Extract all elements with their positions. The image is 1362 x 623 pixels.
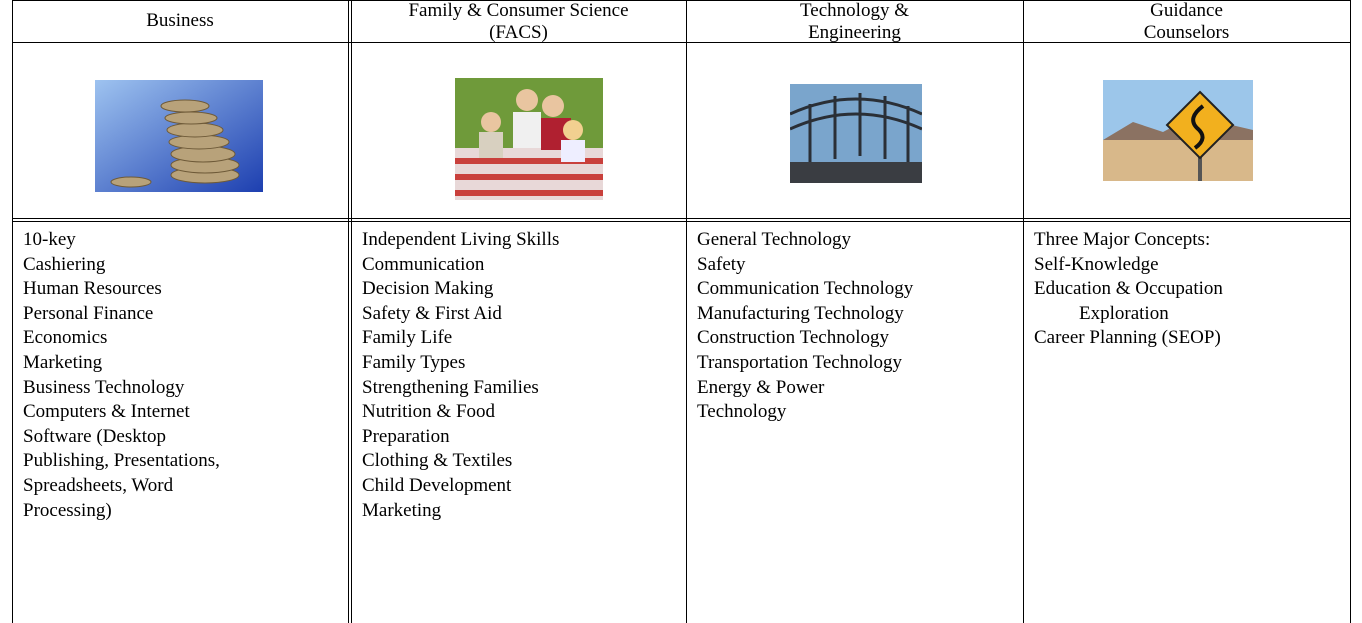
item-list: Three Major Concepts: Self-Knowledge Educa…	[1034, 228, 1223, 351]
column-header: Technology & Engineering	[686, 0, 1023, 43]
road-sign-image	[1103, 80, 1253, 181]
bridge-image	[790, 84, 922, 183]
list-item: Technology	[697, 401, 787, 423]
column-header: Guidance Counselors	[1023, 0, 1350, 43]
list-item: Energy & Power	[697, 376, 825, 398]
list-item: Safety & First Aid	[362, 302, 502, 324]
header-line: Engineering	[808, 22, 901, 43]
list-item: Education & Occupation	[1034, 278, 1223, 300]
column-header: Family & Consumer Science (FACS)	[351, 0, 686, 43]
header-line: Family & Consumer Science	[408, 0, 629, 21]
list-item: Communication Technology	[697, 278, 914, 300]
list-item: Family Life	[362, 327, 453, 349]
list-item: Marketing	[23, 351, 103, 373]
border	[686, 0, 687, 623]
item-list: Independent Living Skills Communication De…	[362, 228, 559, 523]
list-item: Three Major Concepts:	[1034, 229, 1211, 250]
list-item: Processing)	[23, 499, 112, 521]
list-item: Family Types	[362, 351, 466, 373]
list-item: Human Resources	[23, 278, 162, 300]
coins-image	[95, 80, 263, 192]
border	[1350, 0, 1351, 623]
list-item: Clothing & Textiles	[362, 450, 513, 472]
list-item: Publishing, Presentations,	[23, 450, 220, 472]
border	[351, 0, 352, 623]
list-item: Software (Desktop	[23, 425, 166, 447]
list-item: Transportation Technology	[697, 351, 903, 373]
list-item: Preparation	[362, 425, 450, 447]
list-item: Personal Finance	[23, 302, 154, 324]
list-item: Cashiering	[23, 253, 106, 275]
list-item: Strengthening Families	[362, 376, 539, 398]
item-list: 10-key Cashiering Human Resources Personal …	[23, 228, 220, 523]
list-item: Communication	[362, 253, 485, 275]
list-item: Business Technology	[23, 376, 185, 398]
border	[12, 42, 1350, 43]
list-item: General Technology	[697, 229, 851, 250]
border	[12, 221, 1350, 222]
item-list: General Technology Safety Communication Te…	[697, 228, 913, 425]
list-item: Safety	[697, 253, 746, 275]
list-item: Economics	[23, 327, 108, 349]
header-line: Guidance	[1150, 0, 1223, 21]
list-item: Self-Knowledge	[1034, 253, 1159, 275]
list-item: Computers & Internet	[23, 401, 190, 423]
header-line: Business	[146, 10, 214, 31]
header-line: (FACS)	[489, 22, 548, 43]
column-header: Business	[12, 0, 348, 52]
list-item: Exploration	[1079, 302, 1169, 324]
family-image	[455, 78, 603, 200]
list-item: Nutrition & Food	[362, 401, 496, 423]
list-item: Spreadsheets, Word	[23, 474, 174, 496]
border	[1023, 0, 1024, 623]
border	[12, 218, 1350, 219]
list-item: Marketing	[362, 499, 442, 521]
header-line: Counselors	[1143, 22, 1230, 43]
list-item: Manufacturing Technology	[697, 302, 904, 324]
header-line: Technology &	[800, 0, 909, 21]
list-item: 10-key	[23, 229, 76, 250]
border	[12, 0, 13, 623]
border	[348, 0, 349, 623]
list-item: Decision Making	[362, 278, 494, 300]
border	[12, 0, 1350, 1]
list-item: Construction Technology	[697, 327, 889, 349]
list-item: Career Planning (SEOP)	[1034, 327, 1221, 349]
list-item: Child Development	[362, 474, 512, 496]
list-item: Independent Living Skills	[362, 229, 560, 250]
